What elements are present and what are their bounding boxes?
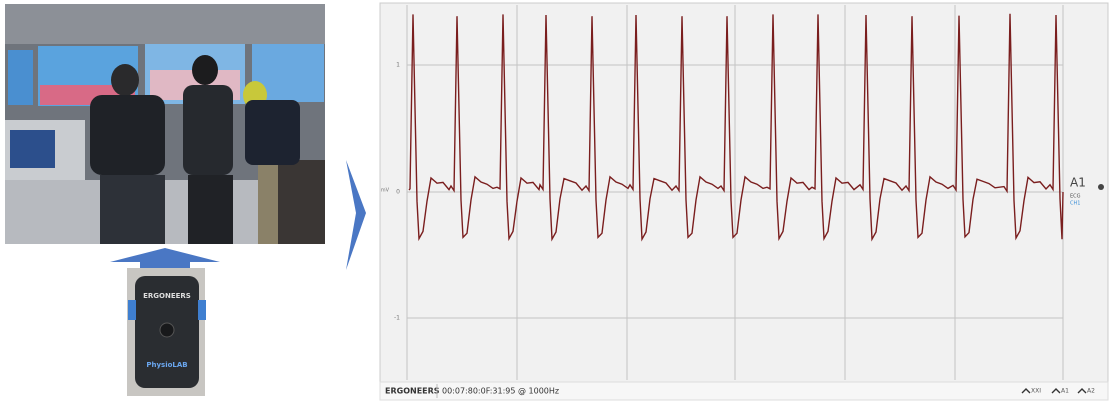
button-label[interactable]: A2 <box>1087 388 1095 395</box>
axis-unit: mV <box>381 188 390 194</box>
ecg-trace <box>408 13 1064 242</box>
channel-name: A1 <box>1070 176 1086 190</box>
device-brand: ERGONEERS <box>143 292 191 300</box>
device-product: PhysioLAB <box>146 361 187 369</box>
arrow-up <box>110 248 220 268</box>
button-label[interactable]: A1 <box>1061 388 1069 395</box>
axis-label: -1 <box>394 315 400 322</box>
device-photo: ERGONEERS PhysioLAB <box>127 268 206 396</box>
channel-toggle[interactable] <box>1098 184 1104 190</box>
arrow-right <box>346 160 366 270</box>
button-icon[interactable] <box>1051 388 1061 394</box>
button-icon[interactable] <box>1077 388 1087 394</box>
status-brand: ERGONEERS <box>385 387 440 396</box>
ecg-panel: 1 mV 0 -1 A1 ECG CH1 ERGONEERS 00:07:80:… <box>379 2 1109 401</box>
axis-label: 0 <box>396 189 400 196</box>
photo <box>5 4 325 244</box>
button-icon[interactable] <box>1021 388 1031 394</box>
grid <box>406 5 1064 380</box>
channel-sub: CH1 <box>1070 201 1080 207</box>
button-label[interactable]: XXI <box>1031 388 1041 395</box>
axis-label: 1 <box>396 62 400 69</box>
status-device: 00:07:80:0F:31:95 @ 1000Hz <box>442 387 559 396</box>
channel-type: ECG <box>1070 194 1081 200</box>
